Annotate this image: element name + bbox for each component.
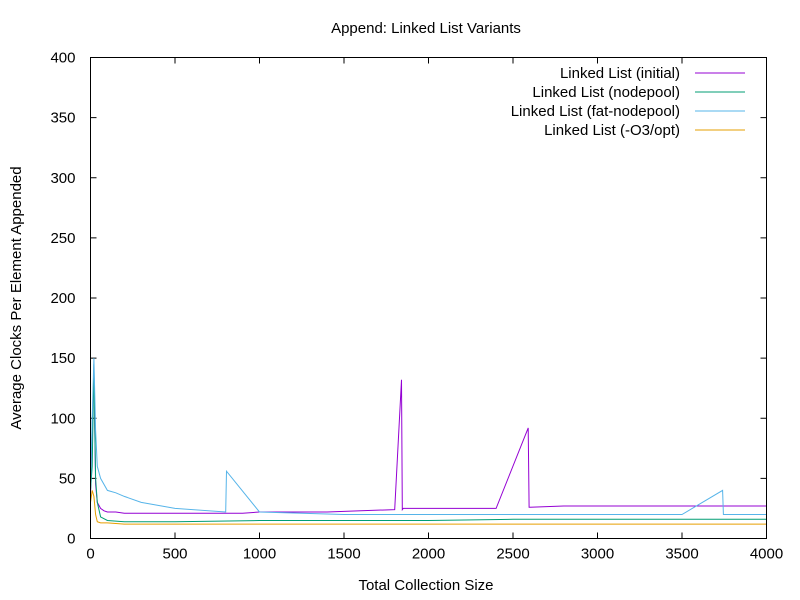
legend-label-2: Linked List (nodepool): [532, 84, 680, 101]
series-line-2: [90, 364, 767, 523]
legend-label-4: Linked List (-O3/opt): [544, 122, 680, 139]
x-tick-label: 500: [162, 546, 187, 563]
x-tick-label: 3000: [581, 546, 614, 563]
y-tick-label: 350: [50, 110, 75, 127]
axis-ticks: 0 500 1000 1500 2000 2500 3000 3500 4000 0 50 100 15…: [50, 50, 783, 563]
x-tick-label: 4000: [750, 546, 783, 563]
legend-label-1: Linked List (initial): [560, 65, 680, 82]
chart-title: Append: Linked List Variants: [331, 20, 521, 37]
legend: Linked List (initial) Linked List (nodepo…: [511, 65, 745, 139]
series-line-1: [90, 370, 767, 514]
x-tick-label: 3500: [665, 546, 698, 563]
y-tick-label: 300: [50, 170, 75, 187]
y-tick-label: 400: [50, 50, 75, 67]
series-line-4: [90, 490, 767, 525]
plot-frame: [90, 57, 767, 539]
y-tick-label: 150: [50, 350, 75, 367]
legend-label-3: Linked List (fat-nodepool): [511, 103, 680, 120]
x-tick-label: 1500: [327, 546, 360, 563]
x-tick-label: 2000: [412, 546, 445, 563]
y-tick-label: 200: [50, 290, 75, 307]
series-line-3: [90, 358, 767, 515]
y-tick-label: 100: [50, 410, 75, 427]
y-tick-label: 250: [50, 230, 75, 247]
x-tick-label: 2500: [496, 546, 529, 563]
x-axis-label: Total Collection Size: [358, 577, 493, 594]
y-tick-label: 50: [59, 470, 76, 487]
y-tick-label: 0: [67, 531, 75, 548]
series-lines: [90, 358, 767, 525]
y-axis-label: Average Clocks Per Element Appended: [8, 166, 25, 429]
x-tick-label: 1000: [243, 546, 276, 563]
x-tick-label: 0: [86, 546, 94, 563]
